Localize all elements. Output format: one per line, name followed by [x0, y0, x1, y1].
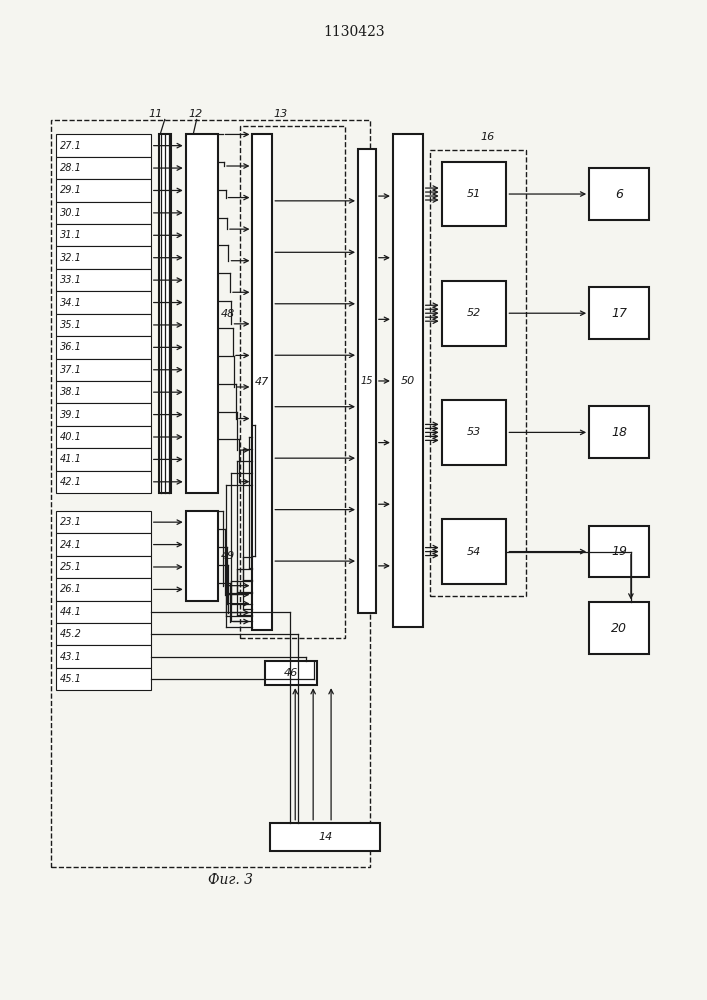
Bar — [56, 269, 151, 291]
Text: 54: 54 — [467, 547, 481, 557]
Text: 40.1: 40.1 — [60, 432, 82, 442]
Text: 51: 51 — [467, 189, 481, 199]
Bar — [589, 287, 649, 339]
Bar — [56, 381, 151, 403]
Text: 1130423: 1130423 — [323, 25, 385, 39]
Text: 41.1: 41.1 — [60, 454, 82, 464]
Bar — [56, 533, 151, 556]
Text: 11: 11 — [148, 109, 163, 119]
Text: 38.1: 38.1 — [60, 387, 82, 397]
Bar — [442, 519, 506, 584]
Text: 18: 18 — [611, 426, 627, 439]
Bar — [589, 406, 649, 458]
Text: 25.1: 25.1 — [60, 562, 82, 572]
Bar — [159, 134, 170, 493]
Text: 28.1: 28.1 — [60, 163, 82, 173]
Text: 29.1: 29.1 — [60, 185, 82, 195]
Bar — [56, 601, 151, 623]
Bar — [56, 202, 151, 224]
Text: 35.1: 35.1 — [60, 320, 82, 330]
Text: 50: 50 — [401, 376, 415, 386]
Text: 45.2: 45.2 — [60, 629, 82, 639]
Text: 44.1: 44.1 — [60, 607, 82, 617]
Text: 52: 52 — [467, 308, 481, 318]
Bar — [589, 526, 649, 577]
Bar — [56, 623, 151, 645]
Bar — [56, 448, 151, 471]
Bar — [56, 471, 151, 493]
Text: 33.1: 33.1 — [60, 275, 82, 285]
Text: 43.1: 43.1 — [60, 652, 82, 662]
Bar — [56, 314, 151, 336]
Bar — [589, 602, 649, 654]
Text: 17: 17 — [611, 307, 627, 320]
Bar — [56, 511, 151, 533]
Bar — [589, 168, 649, 220]
Text: 36.1: 36.1 — [60, 342, 82, 352]
Text: 34.1: 34.1 — [60, 298, 82, 308]
Bar — [56, 336, 151, 359]
Bar — [56, 668, 151, 690]
Text: 12: 12 — [189, 109, 203, 119]
Text: 14: 14 — [318, 832, 332, 842]
Bar — [442, 400, 506, 465]
Bar — [51, 120, 370, 867]
Text: 15: 15 — [361, 376, 373, 386]
Bar — [56, 134, 151, 157]
Bar — [186, 134, 218, 493]
Bar — [56, 556, 151, 578]
Bar — [56, 426, 151, 448]
Bar — [56, 578, 151, 601]
Bar — [56, 157, 151, 179]
Text: 46: 46 — [284, 668, 298, 678]
Text: 49: 49 — [221, 551, 235, 561]
Text: 45.1: 45.1 — [60, 674, 82, 684]
Bar — [56, 224, 151, 246]
Bar — [270, 823, 380, 851]
Text: 27.1: 27.1 — [60, 141, 82, 151]
Text: 42.1: 42.1 — [60, 477, 82, 487]
Text: 37.1: 37.1 — [60, 365, 82, 375]
Text: 32.1: 32.1 — [60, 253, 82, 263]
Bar — [56, 645, 151, 668]
Bar — [56, 359, 151, 381]
Bar — [240, 126, 345, 638]
Text: 39.1: 39.1 — [60, 410, 82, 420]
Text: 23.1: 23.1 — [60, 517, 82, 527]
Bar — [442, 281, 506, 346]
Text: 24.1: 24.1 — [60, 540, 82, 550]
Text: 31.1: 31.1 — [60, 230, 82, 240]
Bar — [186, 511, 218, 601]
Bar — [56, 403, 151, 426]
Bar — [430, 150, 526, 596]
Text: 48: 48 — [221, 309, 235, 319]
Text: 20: 20 — [611, 622, 627, 635]
Bar — [252, 134, 272, 630]
Bar — [393, 134, 423, 627]
Text: 30.1: 30.1 — [60, 208, 82, 218]
Text: 6: 6 — [615, 188, 623, 201]
Text: Фиг. 3: Фиг. 3 — [208, 873, 253, 887]
Bar — [56, 246, 151, 269]
Text: 47: 47 — [255, 377, 269, 387]
Text: 13: 13 — [273, 109, 288, 119]
Text: 16: 16 — [481, 132, 495, 142]
Bar — [265, 661, 317, 685]
Text: 53: 53 — [467, 427, 481, 437]
Text: 26.1: 26.1 — [60, 584, 82, 594]
Bar — [56, 291, 151, 314]
Bar — [442, 162, 506, 226]
Text: 19: 19 — [611, 545, 627, 558]
Bar — [358, 149, 376, 613]
Bar — [56, 179, 151, 202]
